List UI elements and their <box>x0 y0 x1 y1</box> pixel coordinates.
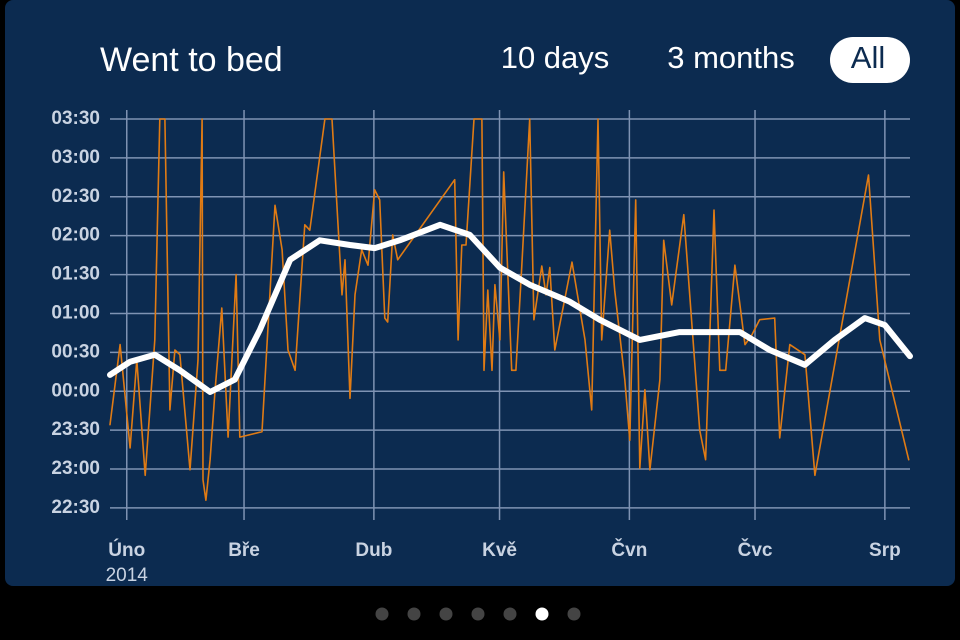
tab-selected[interactable]: All <box>851 40 885 75</box>
page-dot[interactable] <box>407 607 421 621</box>
y-tick-label: 03:00 <box>51 147 100 168</box>
series-line <box>107 221 913 395</box>
page-dot[interactable] <box>375 607 389 621</box>
y-tick-label: 01:00 <box>51 302 100 323</box>
x-tick-label: Bře <box>228 540 260 561</box>
page-dot[interactable] <box>503 607 517 621</box>
y-tick-label: 23:30 <box>51 419 100 440</box>
y-tick-label: 22:30 <box>51 497 100 518</box>
y-tick-label: 02:00 <box>51 225 100 246</box>
y-tick-label: 23:00 <box>51 458 100 479</box>
x-tick-label: Srp <box>869 540 901 561</box>
x-tick-label: Úno <box>108 539 145 561</box>
y-tick-label: 01:30 <box>51 264 100 285</box>
title: Went to bed <box>100 41 283 79</box>
tab[interactable]: 10 days <box>501 40 610 75</box>
tab[interactable]: 3 months <box>667 40 795 75</box>
page-dot[interactable] <box>439 607 453 621</box>
page-dot[interactable] <box>471 607 485 621</box>
x-sublabel: 2014 <box>106 565 149 586</box>
x-tick-label: Čvc <box>738 539 773 561</box>
y-tick-label: 03:30 <box>51 108 100 129</box>
y-tick-label: 00:00 <box>51 380 100 401</box>
x-tick-label: Kvě <box>482 540 517 561</box>
page-dot[interactable] <box>567 607 581 621</box>
y-tick-label: 00:30 <box>51 341 100 362</box>
y-tick-label: 02:30 <box>51 186 100 207</box>
series-line <box>109 118 910 501</box>
tab-selected-pill[interactable] <box>830 37 910 83</box>
x-tick-label: Dub <box>355 540 392 561</box>
page-dot-active[interactable] <box>535 607 549 621</box>
x-tick-label: Čvn <box>611 539 647 561</box>
pager <box>375 607 581 621</box>
panel <box>5 0 955 586</box>
plot: 22:30 23:00 23:30 00:00 00:30 01:00 01:30 02:00… <box>51 108 913 586</box>
